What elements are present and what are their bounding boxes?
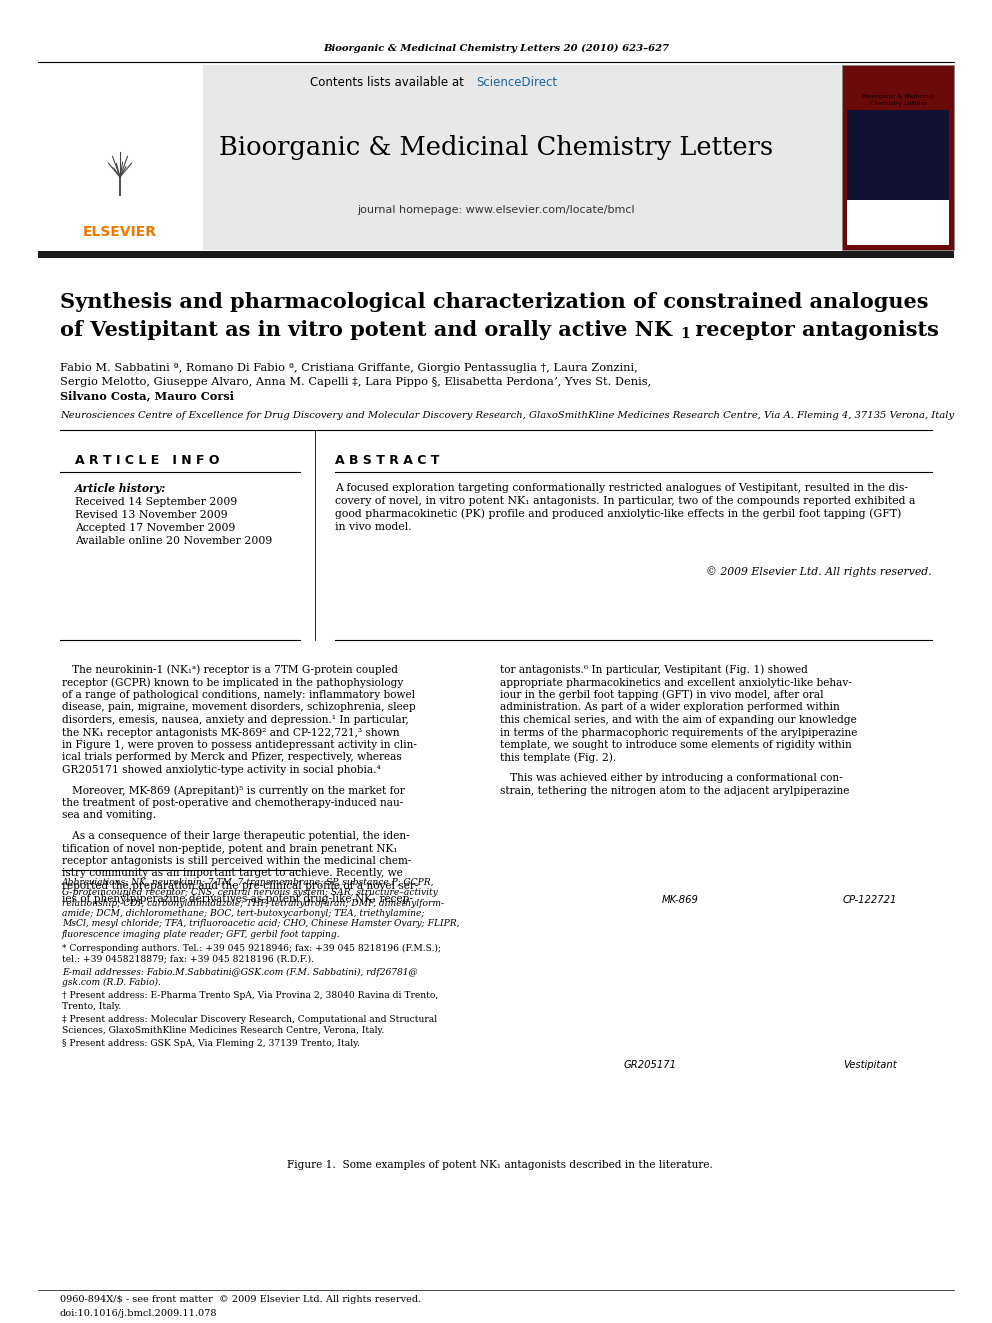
Text: administration. As part of a wider exploration performed within: administration. As part of a wider explo… (500, 703, 840, 713)
Text: receptor (GCPR) known to be implicated in the pathophysiology: receptor (GCPR) known to be implicated i… (62, 677, 404, 688)
Text: strain, tethering the nitrogen atom to the adjacent arylpiperazine: strain, tethering the nitrogen atom to t… (500, 786, 849, 795)
Text: Bioorganic & Medicinal
Chemistry Letters: Bioorganic & Medicinal Chemistry Letters (862, 94, 934, 106)
Text: A B S T R A C T: A B S T R A C T (335, 454, 439, 467)
Text: ScienceDirect: ScienceDirect (476, 77, 558, 90)
Text: relationship; CDI, carbonyldiimidazole; THF, tetrahydrofuran; DMF, dimethylform-: relationship; CDI, carbonyldiimidazole; … (62, 898, 444, 908)
Text: sea and vomiting.: sea and vomiting. (62, 811, 156, 820)
Text: * Corresponding authors. Tel.: +39 045 9218946; fax: +39 045 8218196 (F.M.S.);: * Corresponding authors. Tel.: +39 045 9… (62, 943, 441, 953)
Text: Vestipitant: Vestipitant (843, 1060, 897, 1070)
Text: journal homepage: www.elsevier.com/locate/bmcl: journal homepage: www.elsevier.com/locat… (357, 205, 635, 216)
Text: MK-869: MK-869 (662, 894, 698, 905)
Text: the treatment of post-operative and chemotherapy-induced nau-: the treatment of post-operative and chem… (62, 798, 404, 808)
Text: Article history:: Article history: (75, 483, 167, 493)
Text: Synthesis and pharmacological characterization of constrained analogues: Synthesis and pharmacological characteri… (60, 292, 929, 312)
Text: ical trials performed by Merck and Pfizer, respectively, whereas: ical trials performed by Merck and Pfize… (62, 753, 402, 762)
Bar (38, 65, 203, 250)
Text: disease, pain, migraine, movement disorders, schizophrenia, sleep: disease, pain, migraine, movement disord… (62, 703, 416, 713)
Text: this template (Fig. 2).: this template (Fig. 2). (500, 753, 616, 763)
Text: GR205171: GR205171 (624, 1060, 677, 1070)
Text: disorders, emesis, nausea, anxiety and depression.¹ In particular,: disorders, emesis, nausea, anxiety and d… (62, 714, 409, 725)
Text: amide; DCM, dichloromethane; BOC, tert-butoxycarbonyl; TEA, triethylamine;: amide; DCM, dichloromethane; BOC, tert-b… (62, 909, 425, 918)
Text: E-mail addresses: Fabio.M.Sabbatini@GSK.com (F.M. Sabbatini), rdf26781@: E-mail addresses: Fabio.M.Sabbatini@GSK.… (62, 967, 418, 976)
Text: A R T I C L E   I N F O: A R T I C L E I N F O (75, 454, 219, 467)
Text: G-proteincoupled receptor; CNS, central nervous system; SAR, structure–activity: G-proteincoupled receptor; CNS, central … (62, 888, 437, 897)
Text: Abbreviations: NK, neurokinin; 7-TM, 7-transmembrane; SP, substance P; GCPR,: Abbreviations: NK, neurokinin; 7-TM, 7-t… (62, 877, 434, 886)
Text: © 2009 Elsevier Ltd. All rights reserved.: © 2009 Elsevier Ltd. All rights reserved… (706, 566, 932, 577)
Text: ELSEVIER: ELSEVIER (83, 225, 157, 239)
Text: MsCl, mesyl chloride; TFA, trifluoroacetic acid; CHO, Chinese Hamster Ovary; FLI: MsCl, mesyl chloride; TFA, trifluoroacet… (62, 919, 459, 929)
Text: doi:10.1016/j.bmcl.2009.11.078: doi:10.1016/j.bmcl.2009.11.078 (60, 1308, 217, 1318)
Text: Available online 20 November 2009: Available online 20 November 2009 (75, 536, 272, 546)
Text: template, we sought to introduce some elements of rigidity within: template, we sought to introduce some el… (500, 740, 852, 750)
Text: in vivo model.: in vivo model. (335, 523, 412, 532)
Text: tification of novel non-peptide, potent and brain penetrant NK₁: tification of novel non-peptide, potent … (62, 844, 398, 853)
Text: good pharmacokinetic (PK) profile and produced anxiolytic-like effects in the ge: good pharmacokinetic (PK) profile and pr… (335, 509, 902, 520)
Text: Received 14 September 2009: Received 14 September 2009 (75, 497, 237, 507)
Text: of Vestipitant as in vitro potent and orally active NK: of Vestipitant as in vitro potent and or… (60, 320, 672, 340)
Bar (38, 65, 954, 250)
Text: CP-122721: CP-122721 (843, 894, 897, 905)
Text: appropriate pharmacokinetics and excellent anxiolytic-like behav-: appropriate pharmacokinetics and excelle… (500, 677, 852, 688)
Text: receptor antagonists: receptor antagonists (688, 320, 938, 340)
Text: † Present address: E-Pharma Trento SpA, Via Provina 2, 38040 Ravina di Trento,: † Present address: E-Pharma Trento SpA, … (62, 991, 438, 1000)
Text: Moreover, MK-869 (Aprepitant)⁵ is currently on the market for: Moreover, MK-869 (Aprepitant)⁵ is curren… (62, 786, 405, 795)
Text: Trento, Italy.: Trento, Italy. (62, 1002, 121, 1011)
Text: covery of novel, in vitro potent NK₁ antagonists. In particular, two of the comp: covery of novel, in vitro potent NK₁ ant… (335, 496, 916, 505)
Text: the NK₁ receptor antagonists MK-869² and CP-122,721,³ shown: the NK₁ receptor antagonists MK-869² and… (62, 728, 400, 737)
Text: in Figure 1, were proven to possess antidepressant activity in clin-: in Figure 1, were proven to possess anti… (62, 740, 417, 750)
Text: Bioorganic & Medicinal Chemistry Letters 20 (2010) 623–627: Bioorganic & Medicinal Chemistry Letters… (323, 44, 669, 53)
Bar (847, 191, 949, 245)
Text: Neurosciences Centre of Excellence for Drug Discovery and Molecular Discovery Re: Neurosciences Centre of Excellence for D… (60, 411, 954, 421)
Text: 1: 1 (680, 327, 689, 341)
Text: ies of phenylpiperazine derivatives as potent drug-like NK₁ recep-: ies of phenylpiperazine derivatives as p… (62, 893, 413, 904)
Text: of a range of pathological conditions, namely: inflammatory bowel: of a range of pathological conditions, n… (62, 691, 415, 700)
Text: in terms of the pharmacophoric requirements of the arylpiperazine: in terms of the pharmacophoric requireme… (500, 728, 857, 737)
Text: this chemical series, and with the aim of expanding our knowledge: this chemical series, and with the aim o… (500, 714, 857, 725)
Text: The neurokinin-1 (NK₁ᵃ) receptor is a 7TM G-protein coupled: The neurokinin-1 (NK₁ᵃ) receptor is a 7T… (62, 664, 398, 675)
Text: § Present address: GSK SpA, Via Fleming 2, 37139 Trento, Italy.: § Present address: GSK SpA, Via Fleming … (62, 1040, 360, 1049)
Text: Silvano Costa, Mauro Corsi: Silvano Costa, Mauro Corsi (60, 390, 234, 401)
Text: tor antagonists.⁶ In particular, Vestipitant (Fig. 1) showed: tor antagonists.⁶ In particular, Vestipi… (500, 664, 807, 675)
Text: Sciences, GlaxoSmithKline Medicines Research Centre, Verona, Italy.: Sciences, GlaxoSmithKline Medicines Rese… (62, 1027, 384, 1035)
Text: iour in the gerbil foot tapping (GFT) in vivo model, after oral: iour in the gerbil foot tapping (GFT) in… (500, 689, 823, 700)
Text: This was achieved either by introducing a conformational con-: This was achieved either by introducing … (500, 773, 842, 783)
Text: Contents lists available at: Contents lists available at (310, 77, 467, 90)
Text: Fabio M. Sabbatini ª, Romano Di Fabio ª, Cristiana Griffante, Giorgio Pentassugl: Fabio M. Sabbatini ª, Romano Di Fabio ª,… (60, 363, 638, 373)
Bar (842, 65, 954, 250)
Text: Bioorganic & Medicinal Chemistry Letters: Bioorganic & Medicinal Chemistry Letters (219, 135, 773, 160)
Text: tel.: +39 0458218879; fax: +39 045 8218196 (R.D.F.).: tel.: +39 0458218879; fax: +39 045 82181… (62, 954, 314, 963)
Text: Accepted 17 November 2009: Accepted 17 November 2009 (75, 523, 235, 533)
Text: Revised 13 November 2009: Revised 13 November 2009 (75, 509, 227, 520)
Text: Sergio Melotto, Giuseppe Alvaro, Anna M. Capelli ‡, Lara Pippo §, Elisabetta Per: Sergio Melotto, Giuseppe Alvaro, Anna M.… (60, 377, 652, 388)
Text: reported the preparation and the pre-clinical profile of a novel ser-: reported the preparation and the pre-cli… (62, 881, 419, 890)
Text: A focused exploration targeting conformationally restricted analogues of Vestipi: A focused exploration targeting conforma… (335, 483, 908, 493)
Text: As a consequence of their large therapeutic potential, the iden-: As a consequence of their large therapeu… (62, 831, 410, 841)
Text: fluorescence imaging plate reader; GFT, gerbil foot tapping.: fluorescence imaging plate reader; GFT, … (62, 930, 340, 939)
Text: GR205171 showed anxiolytic-type activity in social phobia.⁴: GR205171 showed anxiolytic-type activity… (62, 765, 381, 775)
Text: istry community as an important target to achieve. Recently, we: istry community as an important target t… (62, 868, 403, 878)
Text: receptor antagonists is still perceived within the medicinal chem-: receptor antagonists is still perceived … (62, 856, 412, 867)
Text: Figure 1.  Some examples of potent NK₁ antagonists described in the literature.: Figure 1. Some examples of potent NK₁ an… (287, 1160, 713, 1170)
Text: gsk.com (R.D. Fabio).: gsk.com (R.D. Fabio). (62, 978, 161, 987)
Text: 0960-894X/$ - see front matter  © 2009 Elsevier Ltd. All rights reserved.: 0960-894X/$ - see front matter © 2009 El… (60, 1295, 422, 1304)
Bar (38, 251, 954, 258)
Text: ‡ Present address: Molecular Discovery Research, Computational and Structural: ‡ Present address: Molecular Discovery R… (62, 1016, 437, 1024)
Bar (847, 110, 949, 200)
